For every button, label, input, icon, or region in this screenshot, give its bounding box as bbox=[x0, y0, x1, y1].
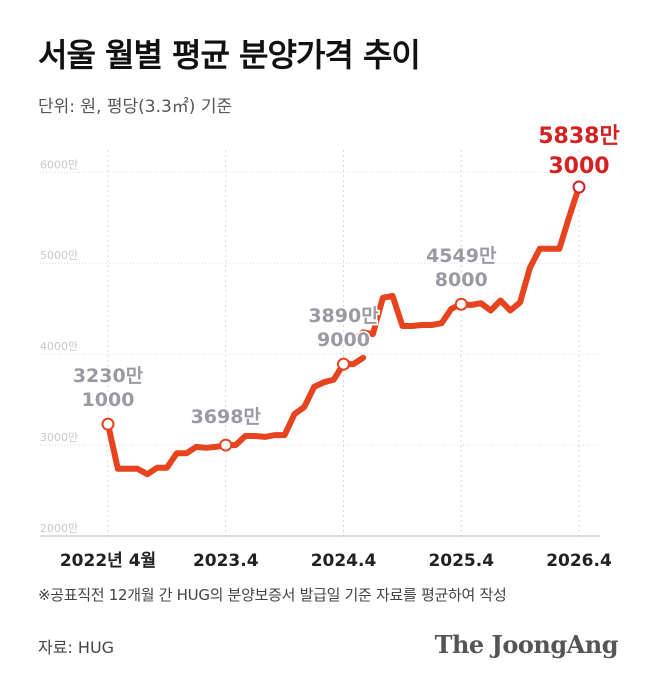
series-line bbox=[105, 354, 367, 478]
data-label-value: 3230만 bbox=[73, 365, 144, 387]
data-marker bbox=[454, 297, 468, 311]
data-label-value: 1000 bbox=[82, 389, 135, 411]
footnote: ※공표직전 12개월 간 HUG의 분양보증서 발급일 기준 자료를 평균하여 … bbox=[38, 586, 507, 604]
y-tick-label: 2000만 bbox=[40, 522, 78, 535]
line-chart: 2000만 3000만 4000만 5000만 6000만 2022년 4월 2023.4 2… bbox=[40, 123, 621, 571]
data-marker bbox=[101, 417, 115, 431]
source-label: 자료: HUG bbox=[38, 638, 115, 657]
data-marker bbox=[337, 357, 350, 371]
data-label-value: 3000 bbox=[548, 154, 609, 179]
y-tick-label: 4000만 bbox=[40, 340, 78, 353]
data-label-value: 4549만 bbox=[426, 245, 497, 267]
data-marker bbox=[572, 180, 586, 194]
x-tick-label: 2026.4 bbox=[546, 551, 612, 571]
y-tick-label: 5000만 bbox=[40, 249, 78, 262]
data-label-value: 8000 bbox=[435, 269, 488, 291]
x-tick-label: 2024.4 bbox=[311, 551, 377, 571]
data-marker bbox=[219, 438, 233, 452]
unit-label: 단위: 원, 평당(3.3㎡) 기준 bbox=[38, 97, 233, 117]
data-label-value: 3698만 bbox=[191, 406, 262, 428]
y-tick-label: 3000만 bbox=[40, 431, 78, 444]
x-tick-label: 2025.4 bbox=[428, 551, 494, 571]
data-label-value: 3890만 bbox=[308, 305, 379, 327]
x-tick-label: 2023.4 bbox=[193, 551, 259, 571]
data-label-value: 5838만 bbox=[538, 124, 619, 149]
x-tick-label: 2022년 4월 bbox=[60, 551, 156, 571]
chart-title: 서울 월별 평균 분양가격 추이 bbox=[38, 36, 421, 74]
data-label-value: 9000 bbox=[317, 329, 370, 351]
y-tick-label: 6000만 bbox=[40, 158, 78, 171]
publisher-logo: The JoongAng bbox=[434, 630, 619, 659]
